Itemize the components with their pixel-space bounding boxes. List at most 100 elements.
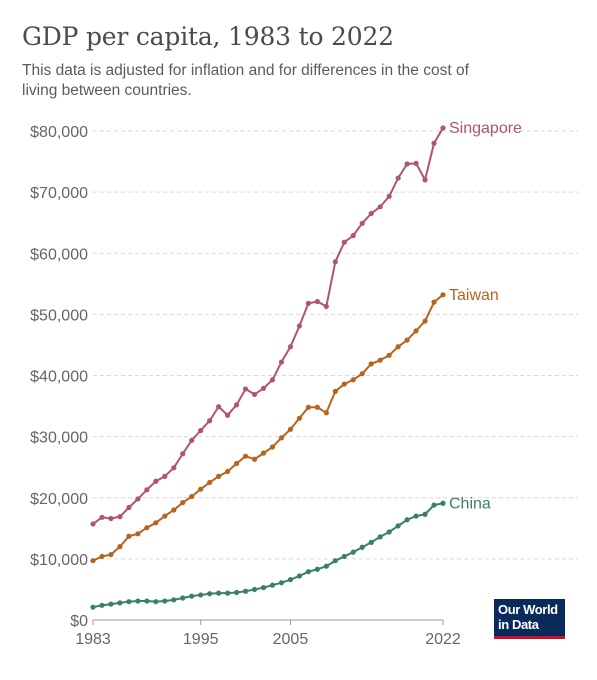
y-tick-label: $40,000 xyxy=(30,369,88,386)
data-point xyxy=(198,592,204,598)
data-point xyxy=(269,377,276,383)
data-point xyxy=(99,514,105,520)
series-line xyxy=(92,502,444,609)
data-point xyxy=(135,598,141,604)
data-point xyxy=(260,585,267,591)
data-point xyxy=(260,385,267,391)
data-point xyxy=(144,598,150,604)
data-point xyxy=(171,597,177,603)
chart-subtitle: This data is adjusted for inflation and … xyxy=(22,62,469,99)
data-point xyxy=(225,468,231,475)
data-point xyxy=(359,371,365,377)
series-taiwan xyxy=(90,292,446,564)
data-point xyxy=(287,344,294,350)
data-point xyxy=(386,352,392,358)
data-point xyxy=(314,404,320,410)
data-point xyxy=(99,553,105,560)
data-point xyxy=(323,563,329,569)
data-point xyxy=(350,377,356,383)
data-point xyxy=(395,344,401,350)
data-point xyxy=(135,531,141,537)
data-point xyxy=(278,580,285,586)
data-point xyxy=(332,259,338,265)
data-point xyxy=(386,529,392,535)
data-point xyxy=(153,478,159,484)
data-point xyxy=(162,513,168,519)
data-point xyxy=(153,599,159,605)
data-point xyxy=(99,602,105,608)
data-point xyxy=(287,577,294,583)
series-line xyxy=(92,294,444,562)
data-point xyxy=(90,558,96,564)
data-point xyxy=(207,479,213,486)
data-point xyxy=(233,589,240,596)
data-point xyxy=(225,412,231,418)
data-point xyxy=(251,456,258,462)
data-point xyxy=(207,418,213,424)
data-point xyxy=(135,496,141,502)
data-point xyxy=(341,239,347,245)
data-point xyxy=(332,388,338,394)
series-singapore xyxy=(90,125,446,527)
y-tick-label: $10,000 xyxy=(30,552,88,569)
data-point xyxy=(198,427,204,434)
data-point xyxy=(323,303,329,310)
y-tick-label: $80,000 xyxy=(30,124,88,141)
data-point xyxy=(242,386,249,392)
y-tick-label: $30,000 xyxy=(30,430,88,447)
data-point xyxy=(413,328,419,334)
data-point xyxy=(359,220,365,226)
data-point xyxy=(431,299,437,305)
data-point xyxy=(377,534,383,540)
data-point xyxy=(126,599,132,605)
data-point xyxy=(189,593,195,599)
data-point xyxy=(359,544,365,550)
data-point xyxy=(368,210,374,217)
data-point xyxy=(377,357,383,363)
data-point xyxy=(422,177,428,183)
data-point xyxy=(189,493,195,500)
data-point xyxy=(287,426,294,432)
data-point xyxy=(323,410,329,416)
data-point xyxy=(269,444,276,450)
our-world-in-data-logo[interactable]: Our World in Data xyxy=(494,599,565,639)
data-point xyxy=(242,453,249,459)
data-point xyxy=(296,573,303,579)
data-point xyxy=(233,460,240,467)
data-point xyxy=(332,558,338,564)
data-point xyxy=(269,582,276,588)
data-point xyxy=(180,500,186,506)
data-point xyxy=(350,549,356,555)
y-tick-label: $20,000 xyxy=(30,491,88,508)
data-point xyxy=(108,601,114,607)
y-tick-label: $70,000 xyxy=(30,185,88,202)
data-point xyxy=(117,600,123,606)
data-point xyxy=(431,140,437,146)
data-point xyxy=(233,402,240,408)
data-point xyxy=(108,515,114,522)
data-point xyxy=(108,551,114,558)
data-point xyxy=(377,204,383,210)
data-point xyxy=(341,553,347,560)
data-point xyxy=(260,450,267,456)
data-point xyxy=(180,451,186,457)
data-point xyxy=(341,381,347,387)
data-point xyxy=(180,595,186,601)
data-point xyxy=(171,507,177,513)
series-label-china: China xyxy=(449,495,491,512)
x-tick-label: 2022 xyxy=(425,631,461,648)
series-lines xyxy=(90,125,446,610)
data-point xyxy=(242,588,249,594)
data-point xyxy=(305,404,311,410)
data-point xyxy=(189,437,195,443)
data-point xyxy=(440,292,446,298)
data-point xyxy=(314,298,320,305)
x-tick-label: 1995 xyxy=(183,631,219,648)
data-point xyxy=(162,473,168,479)
data-point xyxy=(117,514,123,520)
data-point xyxy=(305,569,311,575)
x-tick-label: 2005 xyxy=(273,631,309,648)
data-point xyxy=(422,511,428,517)
data-point xyxy=(144,487,150,493)
data-point xyxy=(216,404,222,410)
